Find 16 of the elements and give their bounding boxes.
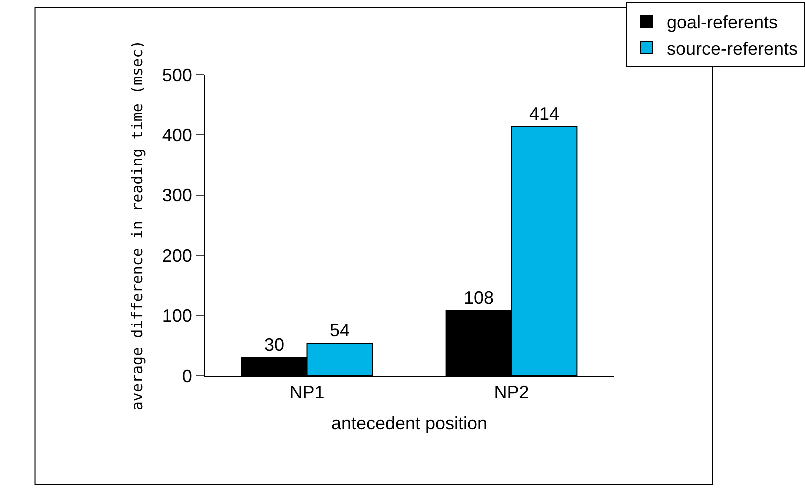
data-label: 108 bbox=[464, 288, 494, 308]
y-tick-label: 100 bbox=[162, 306, 192, 326]
y-tick-label: 500 bbox=[162, 65, 192, 86]
x-axis-title: antecedent position bbox=[331, 414, 488, 434]
data-label: 30 bbox=[264, 334, 285, 355]
y-tick-label: 200 bbox=[162, 246, 192, 266]
data-label: 414 bbox=[529, 104, 560, 124]
legend-label: goal-referents bbox=[667, 12, 778, 33]
x-tick-label: NP1 bbox=[290, 382, 325, 403]
y-tick-label: 0 bbox=[182, 366, 192, 386]
legend-label: source-referents bbox=[667, 39, 798, 60]
x-tick-label: NP2 bbox=[494, 382, 530, 403]
y-tick-label: 300 bbox=[162, 186, 192, 206]
y-axis-title: average difference in reading time (msec) bbox=[128, 40, 147, 411]
data-label: 54 bbox=[330, 320, 350, 340]
y-tick-label: 400 bbox=[162, 126, 192, 146]
